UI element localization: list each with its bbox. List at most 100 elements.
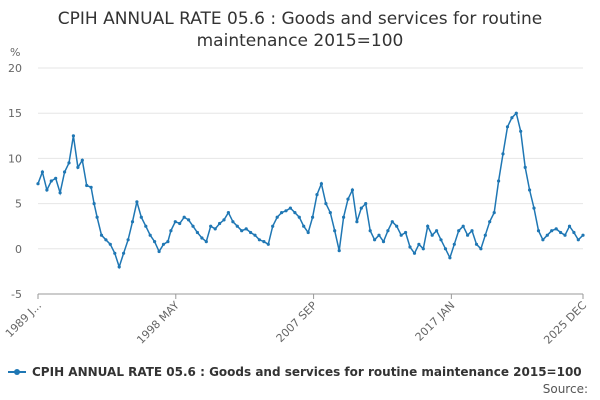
data-point[interactable] — [244, 227, 248, 231]
data-point[interactable] — [567, 224, 572, 228]
data-point[interactable] — [166, 240, 170, 244]
data-point[interactable] — [117, 265, 121, 269]
data-point[interactable] — [280, 211, 284, 215]
data-point[interactable] — [311, 215, 315, 219]
data-point[interactable] — [408, 245, 412, 249]
data-point[interactable] — [581, 233, 585, 237]
data-point[interactable] — [466, 233, 470, 237]
data-point[interactable] — [532, 206, 536, 210]
data-point[interactable] — [218, 221, 222, 226]
data-point[interactable] — [58, 191, 62, 195]
data-point[interactable] — [324, 202, 328, 206]
data-point[interactable] — [426, 224, 430, 228]
data-point[interactable] — [337, 249, 341, 253]
data-point[interactable] — [40, 170, 45, 174]
data-point[interactable] — [501, 152, 505, 156]
data-point[interactable] — [528, 188, 532, 192]
data-point[interactable] — [470, 229, 474, 233]
data-point[interactable] — [99, 233, 104, 237]
data-point[interactable] — [350, 188, 354, 192]
data-point[interactable] — [235, 224, 239, 228]
data-point[interactable] — [139, 215, 143, 219]
data-point[interactable] — [461, 224, 465, 228]
data-point[interactable] — [36, 182, 40, 186]
data-point[interactable] — [523, 165, 527, 169]
data-point[interactable] — [395, 224, 399, 228]
data-point[interactable] — [226, 211, 230, 215]
data-point[interactable] — [368, 229, 372, 233]
data-point[interactable] — [443, 247, 448, 251]
data-point[interactable] — [130, 220, 135, 224]
data-point[interactable] — [49, 179, 53, 183]
data-point[interactable] — [497, 179, 501, 183]
data-point[interactable] — [572, 230, 576, 235]
data-point[interactable] — [510, 116, 514, 120]
data-point[interactable] — [306, 230, 310, 235]
data-point[interactable] — [63, 170, 67, 174]
data-point[interactable] — [576, 238, 580, 242]
data-point[interactable] — [315, 193, 319, 197]
data-point[interactable] — [293, 211, 297, 215]
data-point[interactable] — [346, 197, 350, 201]
data-point[interactable] — [231, 220, 235, 224]
data-point[interactable] — [113, 251, 117, 255]
data-point[interactable] — [204, 240, 208, 244]
data-point[interactable] — [417, 242, 421, 246]
legend[interactable]: CPIH ANNUAL RATE 05.6 : Goods and servic… — [8, 365, 582, 379]
data-point[interactable] — [209, 224, 213, 228]
data-point[interactable] — [492, 211, 496, 215]
data-point[interactable] — [187, 218, 191, 222]
data-point[interactable] — [563, 233, 567, 237]
data-point[interactable] — [126, 238, 130, 242]
data-point[interactable] — [421, 247, 425, 251]
data-point[interactable] — [514, 111, 518, 115]
data-point[interactable] — [249, 230, 253, 235]
data-point[interactable] — [80, 158, 84, 162]
data-point[interactable] — [364, 202, 368, 206]
data-point[interactable] — [71, 134, 75, 138]
data-point[interactable] — [505, 125, 510, 129]
data-point[interactable] — [554, 227, 558, 231]
data-point[interactable] — [342, 215, 346, 219]
data-point[interactable] — [412, 251, 417, 255]
data-point[interactable] — [541, 238, 545, 242]
data-point[interactable] — [381, 240, 386, 244]
data-point[interactable] — [54, 176, 58, 180]
data-point[interactable] — [288, 206, 292, 210]
data-point[interactable] — [153, 240, 157, 244]
data-point[interactable] — [257, 238, 261, 242]
data-point[interactable] — [302, 224, 306, 228]
data-point[interactable] — [483, 233, 487, 237]
data-point[interactable] — [430, 233, 434, 237]
data-point[interactable] — [104, 238, 108, 242]
data-point[interactable] — [266, 242, 270, 246]
data-point[interactable] — [550, 229, 554, 233]
data-point[interactable] — [144, 224, 148, 228]
data-point[interactable] — [319, 182, 323, 186]
data-point[interactable] — [89, 185, 93, 189]
data-point[interactable] — [474, 242, 479, 246]
data-point[interactable] — [297, 215, 301, 219]
data-point[interactable] — [182, 215, 186, 219]
data-point[interactable] — [67, 161, 71, 165]
data-point[interactable] — [92, 202, 96, 206]
data-point[interactable] — [76, 165, 80, 169]
data-point[interactable] — [359, 206, 363, 210]
data-point[interactable] — [328, 211, 332, 215]
data-point[interactable] — [45, 188, 49, 192]
data-point[interactable] — [559, 230, 563, 235]
data-point[interactable] — [488, 220, 492, 224]
data-point[interactable] — [479, 247, 483, 251]
data-point[interactable] — [85, 183, 89, 188]
data-point[interactable] — [519, 129, 523, 133]
data-point[interactable] — [333, 229, 337, 233]
data-point[interactable] — [135, 200, 139, 204]
data-point[interactable] — [157, 249, 161, 254]
data-point[interactable] — [435, 229, 439, 233]
data-point[interactable] — [169, 229, 173, 233]
data-point[interactable] — [377, 233, 381, 237]
data-point[interactable] — [355, 220, 359, 224]
data-point[interactable] — [222, 218, 226, 222]
data-point[interactable] — [200, 236, 204, 240]
data-point[interactable] — [399, 233, 403, 237]
